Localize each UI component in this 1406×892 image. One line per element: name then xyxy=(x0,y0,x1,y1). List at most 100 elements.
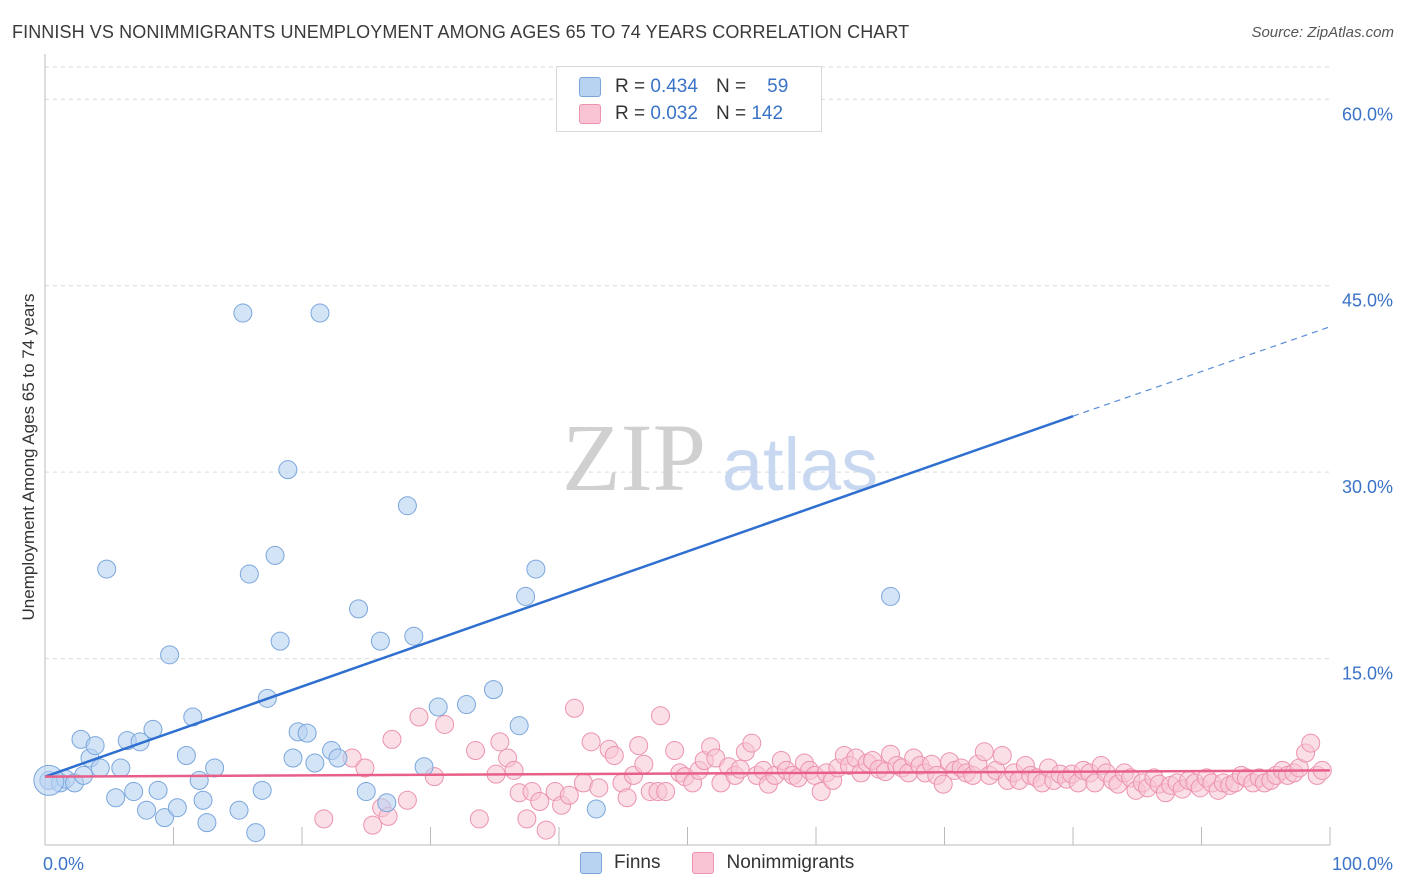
nonimmigrants-point xyxy=(564,698,584,718)
finns-point xyxy=(155,808,175,828)
nonimmigrants-point xyxy=(504,760,524,780)
nonimmigrants-point xyxy=(1301,733,1321,753)
finns-point xyxy=(246,823,266,843)
finns-point xyxy=(370,631,390,651)
y-tick-label-15: 15.0% xyxy=(1342,664,1393,684)
finns-point xyxy=(349,599,369,619)
grid-lines xyxy=(45,66,1330,660)
finns-point xyxy=(176,746,196,766)
nonimmigrants-legend-label: Nonimmigrants xyxy=(726,852,855,873)
finns-r-value: 0.434 xyxy=(650,76,698,97)
source-label: Source: ZipAtlas.com xyxy=(1251,24,1394,41)
nonimmigrants-point xyxy=(559,785,579,805)
nonimmigrants-point xyxy=(581,732,601,752)
nonimmigrants-point xyxy=(651,706,671,726)
watermark-atlas: atlas xyxy=(722,423,878,506)
finns-point xyxy=(283,748,303,768)
correlation-legend: R = 0.434 N = 59 R = 0.032 N = 142 xyxy=(556,66,822,132)
nonimmigrants-point xyxy=(665,741,685,761)
finns-point xyxy=(167,798,187,818)
finns-n-value: 59 xyxy=(767,76,789,97)
legend-row-finns: R = 0.434 N = 59 xyxy=(579,74,788,100)
finns-point xyxy=(148,780,168,800)
finns-point xyxy=(404,626,424,646)
finns-point-cluster xyxy=(33,764,65,796)
y-tick-label-45: 45.0% xyxy=(1342,291,1393,311)
nonimmigrants-swatch xyxy=(579,104,601,124)
finns-point xyxy=(881,586,901,606)
non-r-label: R = xyxy=(615,103,646,124)
nonimmigrants-point xyxy=(974,742,994,762)
axes xyxy=(44,54,1331,846)
finns-point xyxy=(516,586,536,606)
finns-point xyxy=(278,460,298,480)
legend-item-nonimmigrants[interactable]: Nonimmigrants xyxy=(692,852,854,874)
finns-point xyxy=(193,790,213,810)
finns-point xyxy=(189,770,209,790)
finns-point xyxy=(85,736,105,756)
legend-row-nonimmigrants: R = 0.032 N = 142 xyxy=(579,101,783,127)
finns-n-label: N = xyxy=(715,76,747,97)
nonimmigrants-point xyxy=(465,741,485,761)
watermark: ZIP atlas xyxy=(562,404,878,511)
finns-point xyxy=(197,813,217,833)
finns-point xyxy=(252,780,272,800)
nonimmigrants-point xyxy=(355,758,375,778)
nonimmigrants-point xyxy=(314,809,334,829)
series-legend: Finns Nonimmigrants xyxy=(580,852,886,874)
x-tick-labels: 0.0% 100.0% xyxy=(43,854,1393,874)
watermark-zip: ZIP xyxy=(562,404,706,511)
nonimmigrants-point xyxy=(656,782,676,802)
nonimmigrants-point xyxy=(490,732,510,752)
non-r-value: 0.032 xyxy=(650,103,698,124)
nonimmigrants-point xyxy=(634,754,654,774)
finns-point xyxy=(310,303,330,323)
finns-point xyxy=(397,496,417,516)
finns-point xyxy=(509,716,529,736)
nonimmigrants-point xyxy=(604,746,624,766)
finns-point xyxy=(124,782,144,802)
finns-point xyxy=(586,799,606,819)
y-tick-label-30: 30.0% xyxy=(1342,477,1393,497)
y-tick-label-60: 60.0% xyxy=(1342,104,1393,124)
finns-legend-label: Finns xyxy=(614,852,661,873)
finns-point xyxy=(414,757,434,777)
nonimmigrants-point xyxy=(992,746,1012,766)
x-tick-label-max: 100.0% xyxy=(1332,854,1393,874)
non-n-value: 142 xyxy=(751,103,784,124)
nonimmigrants-point xyxy=(629,736,649,756)
nonimmigrants-point xyxy=(409,707,429,727)
finns-point xyxy=(205,758,225,778)
finns-swatch xyxy=(579,77,601,97)
nonimmigrants-point xyxy=(811,782,831,802)
nonimmigrants-point xyxy=(363,815,383,835)
finns-point xyxy=(265,545,285,565)
nonimmigrants-point xyxy=(530,792,550,811)
nonimmigrants-point xyxy=(730,759,750,779)
nonimmigrants-point xyxy=(397,790,417,810)
nonimmigrants-point xyxy=(517,809,537,829)
finns-point xyxy=(239,564,259,584)
x-tick-label-min: 0.0% xyxy=(43,854,84,874)
finns-point xyxy=(356,782,376,802)
finns-point xyxy=(328,748,348,768)
finns-point xyxy=(97,559,117,579)
non-n-label: N = xyxy=(715,103,747,124)
finns-point xyxy=(130,732,150,752)
nonimmigrants-point xyxy=(435,714,455,734)
finns-point xyxy=(305,753,325,773)
y-axis-label: Unemployment Among Ages 65 to 74 years xyxy=(19,294,38,621)
nonimmigrants-point xyxy=(536,820,556,840)
finns-point xyxy=(160,645,180,665)
chart-title: FINNISH VS NONIMMIGRANTS UNEMPLOYMENT AM… xyxy=(12,22,910,42)
finns-point xyxy=(483,680,503,700)
legend-item-finns[interactable]: Finns xyxy=(580,852,660,874)
nonimmigrants-point xyxy=(617,788,637,808)
nonimmigrants-point xyxy=(742,733,762,753)
finns-trend-line xyxy=(44,415,1074,778)
finns-point xyxy=(106,788,126,808)
finns-point xyxy=(111,758,131,778)
finns-trend-projection xyxy=(1072,326,1331,417)
nonimmigrants-point xyxy=(589,778,609,798)
